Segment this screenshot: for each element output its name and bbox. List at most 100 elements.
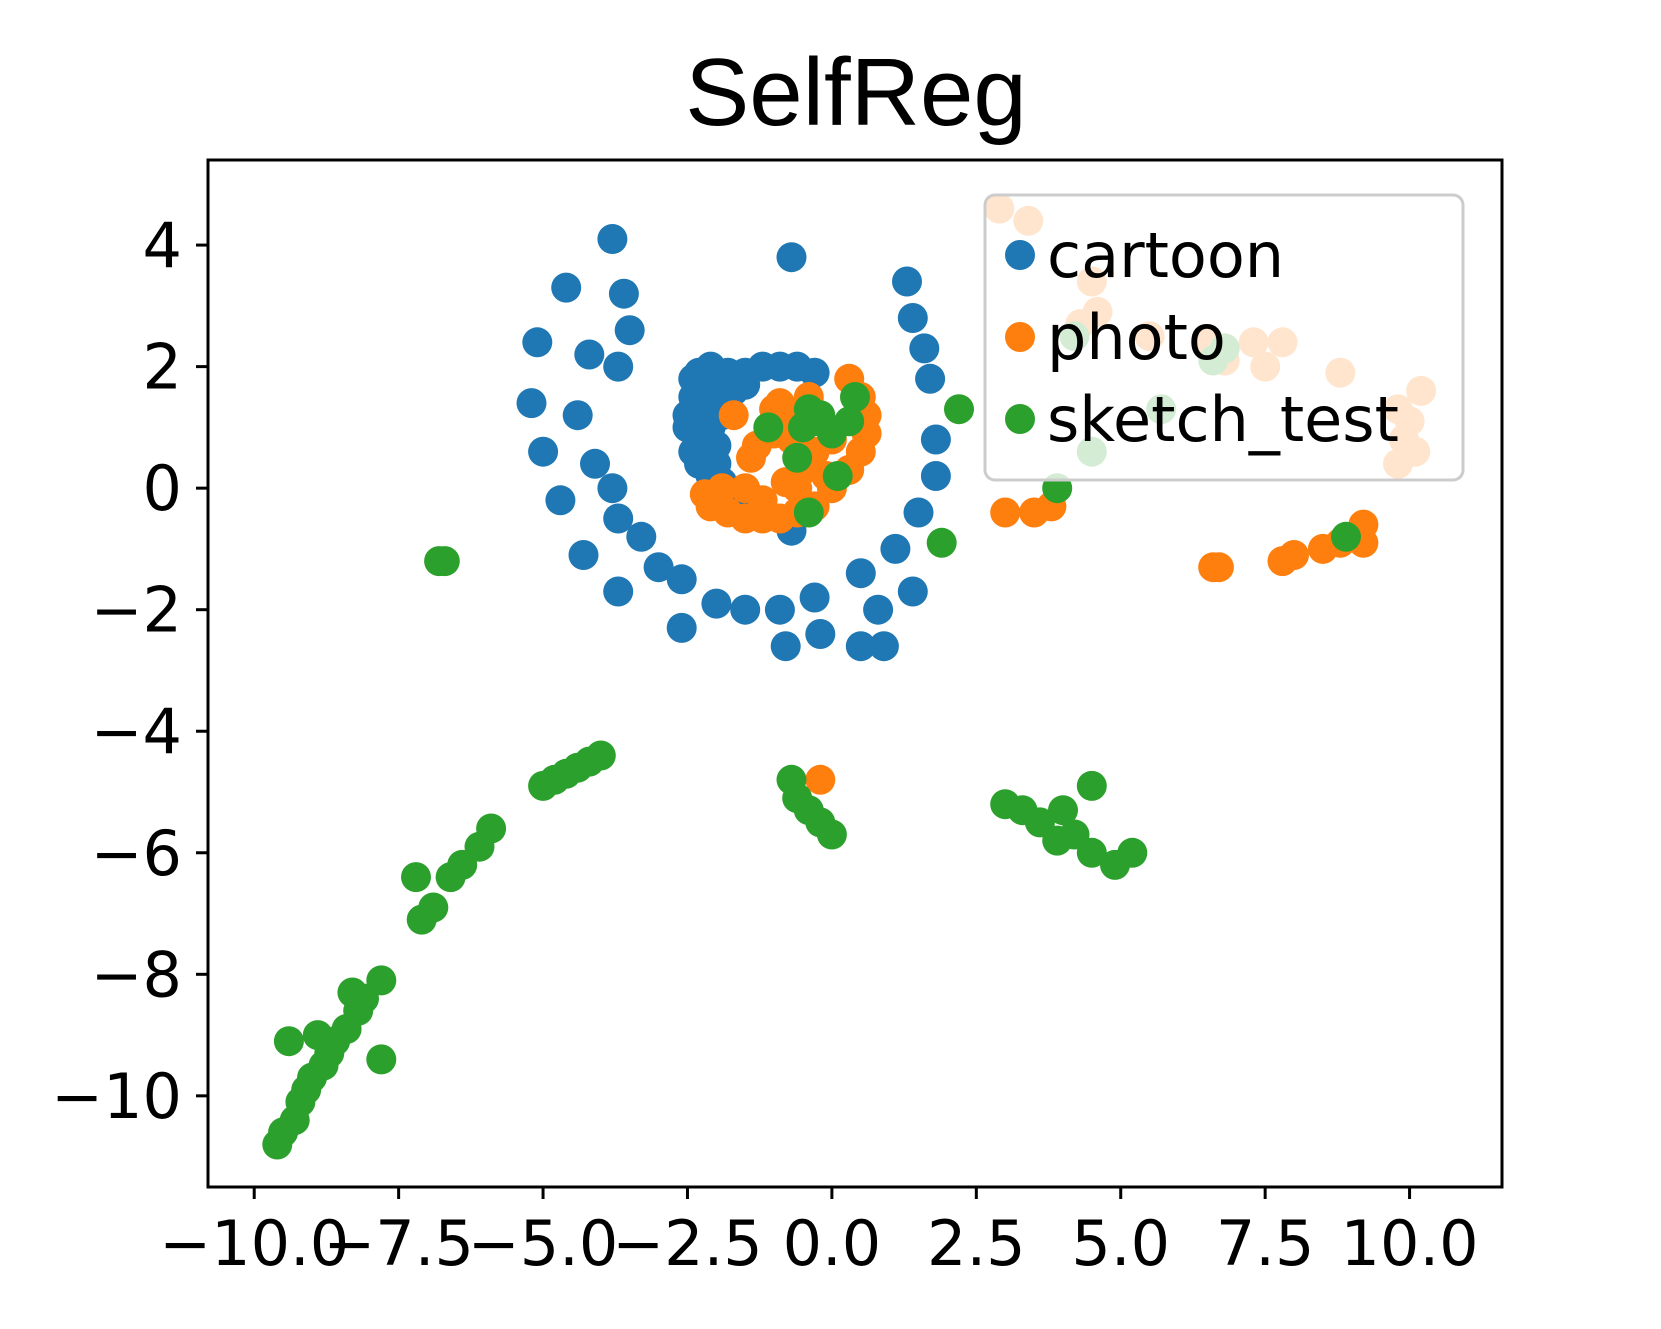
point-sketch_test bbox=[840, 382, 870, 412]
x-tick-label: 0.0 bbox=[783, 1207, 882, 1280]
point-sketch_test bbox=[753, 412, 784, 443]
point-photo bbox=[990, 497, 1021, 528]
point-cartoon bbox=[920, 424, 951, 455]
point-cartoon bbox=[568, 540, 599, 570]
point-photo bbox=[1203, 552, 1234, 583]
point-cartoon bbox=[730, 594, 761, 625]
point-cartoon bbox=[863, 594, 894, 625]
point-sketch_test bbox=[1076, 770, 1107, 801]
y-axis: 4 2 0 −2 −4 −6 −8 −10 bbox=[51, 209, 208, 1133]
point-cartoon bbox=[915, 363, 946, 394]
point-sketch_test bbox=[528, 770, 559, 801]
point-cartoon bbox=[597, 224, 628, 254]
point-cartoon bbox=[603, 503, 634, 534]
point-cartoon bbox=[770, 631, 801, 662]
point-cartoon bbox=[892, 266, 922, 297]
point-cartoon bbox=[776, 242, 807, 273]
point-sketch_test bbox=[944, 394, 974, 425]
x-tick-label: −5.0 bbox=[468, 1207, 619, 1280]
y-tick-label: −6 bbox=[91, 817, 182, 890]
x-tick-label: 5.0 bbox=[1071, 1207, 1170, 1280]
point-cartoon bbox=[701, 588, 732, 619]
x-tick-label: −10.0 bbox=[159, 1207, 349, 1280]
point-cartoon bbox=[545, 485, 576, 516]
point-sketch_test bbox=[366, 1044, 397, 1075]
point-photo bbox=[718, 400, 749, 431]
point-cartoon bbox=[603, 576, 634, 607]
point-cartoon bbox=[903, 497, 934, 528]
x-tick-label: 10.0 bbox=[1341, 1207, 1479, 1280]
y-tick-label: 0 bbox=[143, 452, 182, 525]
point-sketch_test bbox=[1048, 795, 1078, 826]
y-tick-label: −4 bbox=[91, 695, 182, 768]
point-photo bbox=[782, 473, 813, 504]
point-cartoon bbox=[614, 315, 645, 346]
legend-label-sketch_test: sketch_test bbox=[1047, 383, 1399, 456]
point-cartoon bbox=[909, 333, 940, 364]
legend-label-photo: photo bbox=[1047, 301, 1226, 374]
point-sketch_test bbox=[782, 442, 813, 473]
plot-frame bbox=[206, 158, 1504, 1189]
point-sketch_test bbox=[793, 497, 824, 528]
point-cartoon bbox=[764, 594, 795, 625]
point-cartoon bbox=[897, 576, 928, 607]
point-cartoon bbox=[580, 448, 610, 479]
point-cartoon bbox=[897, 303, 928, 333]
point-cartoon bbox=[597, 473, 628, 504]
point-cartoon bbox=[845, 631, 876, 662]
x-tick-label: −7.5 bbox=[323, 1207, 474, 1280]
x-axis: −10.0−7.5−5.0−2.5 0.0 2.5 5.0 7.5 10.0 bbox=[159, 1187, 1479, 1280]
point-sketch_test bbox=[273, 1026, 304, 1057]
point-cartoon bbox=[799, 582, 830, 613]
point-sketch_test bbox=[262, 1129, 293, 1160]
x-tick-label: 7.5 bbox=[1216, 1207, 1315, 1280]
point-photo bbox=[764, 388, 795, 419]
point-sketch_test bbox=[1331, 521, 1361, 552]
point-sketch_test bbox=[1117, 837, 1148, 868]
point-cartoon bbox=[522, 327, 553, 358]
point-cartoon bbox=[868, 631, 899, 662]
point-cartoon bbox=[516, 388, 547, 419]
point-sketch_test bbox=[302, 1020, 333, 1051]
legend-label-cartoon: cartoon bbox=[1047, 219, 1284, 292]
point-sketch_test bbox=[926, 527, 957, 558]
point-cartoon bbox=[666, 564, 697, 595]
point-cartoon bbox=[805, 619, 836, 649]
point-photo bbox=[805, 764, 836, 795]
point-cartoon bbox=[920, 461, 951, 491]
y-tick-label: 2 bbox=[143, 331, 182, 404]
point-photo bbox=[1279, 540, 1309, 570]
chart-title: SelfReg bbox=[685, 39, 1027, 146]
x-tick-label: −2.5 bbox=[612, 1207, 763, 1280]
point-cartoon bbox=[551, 272, 582, 303]
legend-marker-photo bbox=[1005, 322, 1035, 352]
legend-marker-sketch_test bbox=[1005, 404, 1035, 434]
point-sketch_test bbox=[822, 461, 853, 491]
point-cartoon bbox=[603, 351, 634, 382]
point-cartoon bbox=[799, 357, 830, 388]
point-cartoon bbox=[608, 278, 639, 309]
point-cartoon bbox=[562, 400, 593, 431]
point-photo bbox=[747, 485, 778, 516]
point-cartoon bbox=[574, 339, 605, 370]
point-sketch_test bbox=[429, 546, 460, 577]
point-sketch_test bbox=[406, 904, 437, 935]
point-sketch_test bbox=[1076, 837, 1107, 868]
y-tick-label: −10 bbox=[51, 1060, 182, 1133]
point-sketch_test bbox=[435, 862, 466, 893]
point-cartoon bbox=[845, 558, 876, 589]
point-cartoon bbox=[730, 369, 761, 400]
y-tick-label: 4 bbox=[143, 209, 182, 282]
point-sketch_test bbox=[401, 862, 431, 893]
point-sketch_test bbox=[337, 977, 368, 1008]
legend-marker-cartoon bbox=[1005, 240, 1035, 270]
legend-box bbox=[983, 193, 1465, 482]
point-cartoon bbox=[701, 448, 732, 479]
x-tick-label: 2.5 bbox=[927, 1207, 1026, 1280]
series-cartoon bbox=[516, 224, 951, 662]
legend: cartoon photo sketch_test bbox=[983, 193, 1465, 482]
point-sketch_test bbox=[816, 819, 847, 850]
point-cartoon bbox=[666, 612, 697, 643]
point-cartoon bbox=[626, 521, 657, 552]
